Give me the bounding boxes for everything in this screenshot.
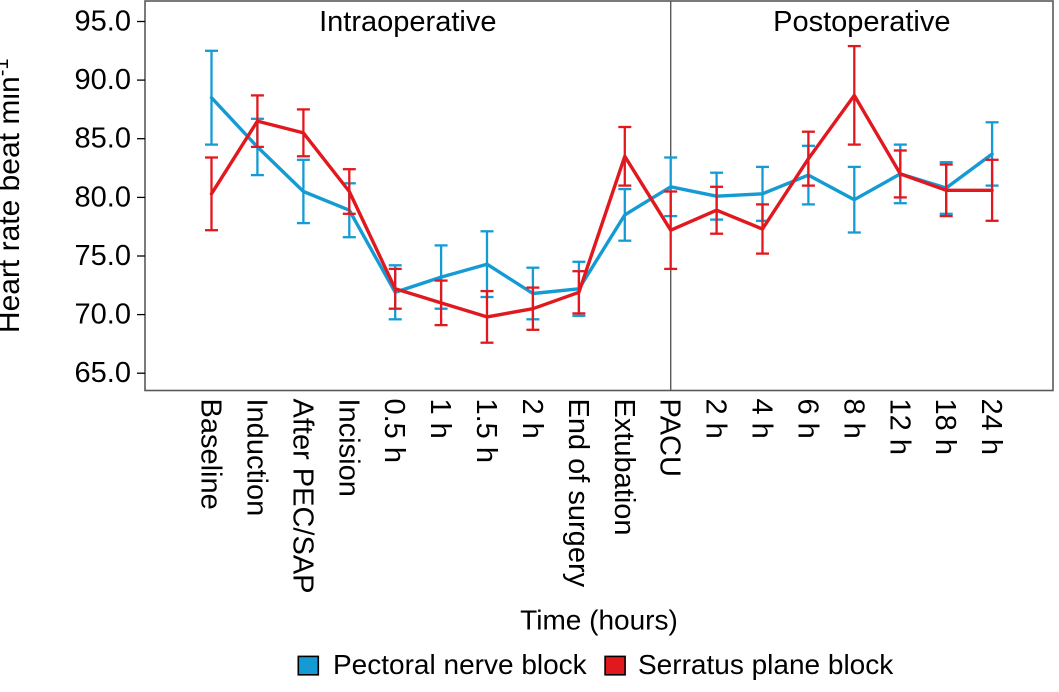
svg-text:18 h: 18 h [929,399,961,455]
svg-text:1.5 h: 1.5 h [470,399,502,464]
svg-text:75.0: 75.0 [75,240,131,272]
svg-text:PACU: PACU [654,399,686,477]
svg-text:80.0: 80.0 [75,181,131,213]
svg-text:1 h: 1 h [424,399,456,439]
svg-text:Postoperative: Postoperative [773,6,950,38]
svg-text:65.0: 65.0 [75,357,131,389]
svg-text:90.0: 90.0 [75,64,131,96]
svg-text:Extubation: Extubation [608,399,640,536]
svg-text:6 h: 6 h [791,399,823,439]
svg-text:Serratus plane block: Serratus plane block [638,649,894,680]
svg-text:Incision: Incision [332,399,364,497]
svg-text:2 h: 2 h [516,399,548,439]
svg-text:Induction: Induction [240,399,272,517]
svg-text:8 h: 8 h [837,399,869,439]
svg-text:12 h: 12 h [883,399,915,455]
svg-text:2 h: 2 h [700,399,732,439]
svg-text:Baseline: Baseline [195,399,227,510]
svg-text:85.0: 85.0 [75,123,131,155]
svg-text:Heart rate beat min-1: Heart rate beat min-1 [0,59,26,334]
svg-text:After PEC/SAP: After PEC/SAP [286,399,318,594]
svg-text:0.5 h: 0.5 h [378,399,410,464]
svg-text:Pectoral nerve block: Pectoral nerve block [333,649,588,680]
svg-text:Intraoperative: Intraoperative [319,6,496,38]
svg-text:4 h: 4 h [746,399,778,439]
svg-text:Time (hours): Time (hours) [520,605,678,636]
svg-text:End of surgery: End of surgery [562,399,594,588]
svg-text:70.0: 70.0 [75,299,131,331]
svg-text:95.0: 95.0 [75,6,131,38]
svg-text:24 h: 24 h [975,399,1007,455]
